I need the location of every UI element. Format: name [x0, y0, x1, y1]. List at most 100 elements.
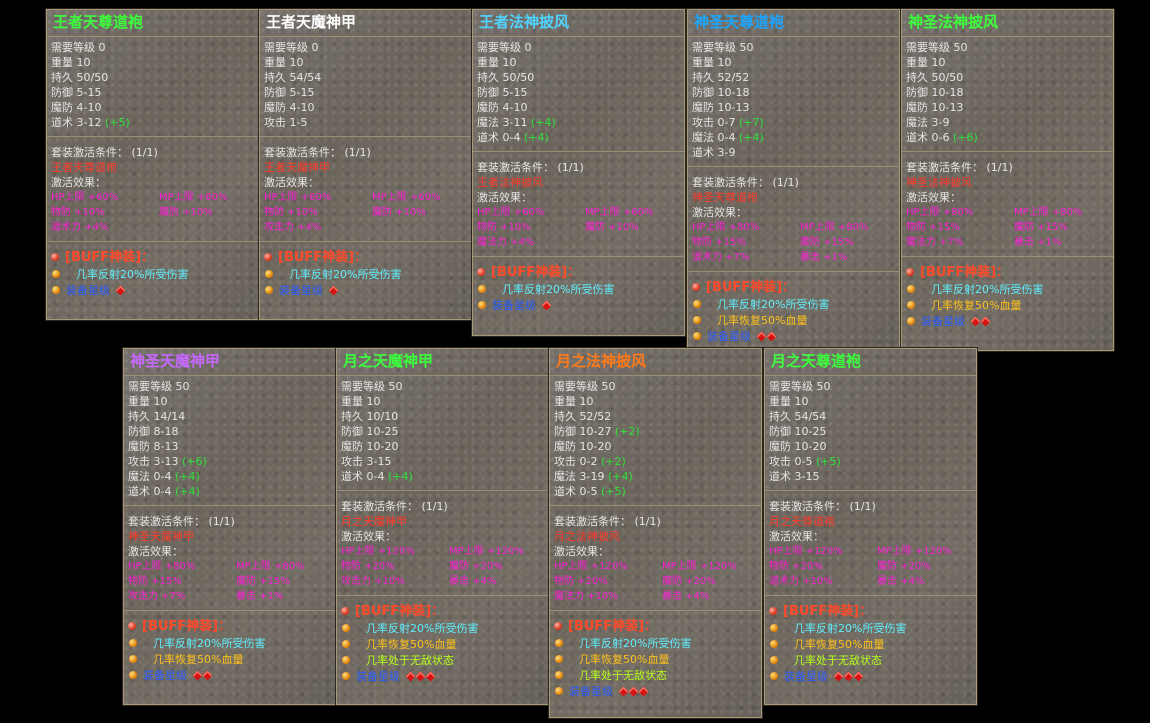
effect-grid: HP上限 +120% MP上限 +120% 物防 +20% 魔防 +20% 魔法力 +1… [554, 559, 757, 604]
set-section: 套装激活条件： (1/1) 王者天魔神甲 激活效果： HP上限 +60% MP上限 +6… [264, 143, 467, 235]
stat-text: 重量 10 [692, 56, 732, 69]
stat-text: 魔防 10-20 [554, 440, 612, 453]
stat-text: 重量 10 [769, 395, 809, 408]
star-rating [405, 670, 436, 685]
stat-text: 重量 10 [128, 395, 168, 408]
stat-line: 防御 5-15 [51, 85, 254, 100]
stat-text: 防御 8-18 [128, 425, 179, 438]
item-tooltip-card[interactable]: 王者天尊道袍 需要等级 0 重量 10 持久 50/50 防御 5-15 魔防 4-10 道… [45, 8, 260, 321]
item-stats: 需要等级 50 重量 10 持久 52/52 防御 10-27 (+2) 魔防 10-2… [554, 376, 757, 499]
set-condition-label: 套装激活条件： [692, 176, 769, 189]
buff-text: 几率恢复50%血量 [794, 638, 885, 651]
buff-title-text: [BUFF神装]： [142, 619, 232, 634]
buff-text: 几率反射20%所受伤害 [289, 268, 402, 281]
stat-bonus: (+6) [181, 455, 207, 468]
stat-text: 魔法 3-9 [906, 116, 950, 129]
item-tooltip-card[interactable]: 月之天魔神甲 需要等级 50 重量 10 持久 10/10 防御 10-25 魔防 10-… [335, 347, 550, 706]
item-tooltip-card[interactable]: 王者法神披风 需要等级 0 重量 10 持久 50/50 防御 5-15 魔防 4-10 魔… [471, 8, 686, 337]
bullet-icon [478, 301, 486, 309]
item-title: 王者天魔神甲 [260, 10, 471, 37]
buff-line: 几率反射20%所受伤害 [477, 282, 680, 298]
set-section: 套装激活条件： (1/1) 神圣天尊道袍 激活效果： HP上限 +80% MP上限 +8… [692, 173, 895, 265]
buff-section: [BUFF神装]： 几率反射20%所受伤害 装备星级 [51, 248, 254, 299]
stat-text: 魔法 0-4 [692, 131, 739, 144]
bullet-icon [478, 285, 486, 293]
bullet-icon [52, 286, 60, 294]
stat-line: 攻击 0-5 (+5) [769, 454, 972, 469]
item-title: 月之天尊道袍 [765, 349, 976, 376]
item-tooltip-card[interactable]: 月之天尊道袍 需要等级 50 重量 10 持久 54/54 防御 10-25 魔防 10-… [763, 347, 978, 706]
stat-text: 攻击 0-5 [769, 455, 816, 468]
buff-text: 几率恢复50%血量 [153, 653, 244, 666]
set-condition: 套装激活条件： (1/1) [51, 145, 254, 160]
item-tooltip-card[interactable]: 王者天魔神甲 需要等级 0 重量 10 持久 54/54 防御 5-15 魔防 4-10 攻… [258, 8, 473, 321]
stat-bonus: (+5) [815, 455, 841, 468]
effect-label: 激活效果： [341, 530, 396, 543]
set-effect: 物防 +15% [128, 576, 182, 587]
stat-line: 道术 0-4 (+4) [341, 469, 544, 484]
buff-title: [BUFF神装]： [477, 265, 680, 282]
effect-label: 激活效果： [477, 191, 532, 204]
set-effect: 魔法力 +7% [906, 237, 964, 248]
ruby-gem-icon [833, 671, 844, 681]
divider [337, 490, 548, 491]
stat-line: 持久 52/52 [692, 70, 895, 85]
stat-text: 需要等级 50 [692, 41, 754, 54]
stat-text: 重量 10 [264, 56, 304, 69]
buff-section: [BUFF神装]： 几率反射20%所受伤害 几率恢复50%血量 几率处于无敌状态 装备星… [769, 602, 972, 685]
buff-title-text: [BUFF神装]： [920, 265, 1010, 280]
set-count: (1/1) [341, 146, 371, 159]
stat-text: 重量 10 [554, 395, 594, 408]
set-effect: 魔防 +15% [1014, 222, 1068, 233]
stat-line: 需要等级 0 [264, 40, 467, 55]
stat-line: 道术 0-5 (+5) [554, 484, 757, 499]
buff-text: 几率处于无敌状态 [366, 654, 454, 667]
set-effect: 魔防 +20% [877, 561, 931, 572]
stat-line: 魔防 8-13 [128, 439, 331, 454]
buff-title: [BUFF神装]： [906, 265, 1109, 282]
divider [124, 505, 335, 506]
buff-line: 几率恢复50%血量 [554, 652, 757, 668]
set-effect: HP上限 +120% [554, 561, 628, 572]
stat-line: 攻击 3-15 [341, 454, 544, 469]
stat-text: 持久 50/50 [477, 71, 535, 84]
bullet-icon [342, 656, 350, 664]
stat-line: 道术 0-6 (+6) [906, 130, 1109, 145]
item-tooltip-card[interactable]: 神圣天尊道袍 需要等级 50 重量 10 持久 52/52 防御 10-18 魔防 10-… [686, 8, 901, 352]
set-section: 套装激活条件： (1/1) 王者法神披风 激活效果： HP上限 +60% MP上限 +6… [477, 158, 680, 250]
item-tooltip-card[interactable]: 神圣法神披风 需要等级 50 重量 10 持久 50/50 防御 10-18 魔防 10-… [900, 8, 1115, 352]
stat-text: 需要等级 50 [906, 41, 968, 54]
set-effect: HP上限 +60% [51, 192, 119, 203]
buff-text: 装备星级 [66, 284, 110, 297]
set-section: 套装激活条件： (1/1) 月之天尊道袍 激活效果： HP上限 +120% MP上限 +… [769, 497, 972, 589]
bullet-icon [555, 671, 563, 679]
bullet-icon [555, 639, 563, 647]
set-section: 套装激活条件： (1/1) 神圣天魔神甲 激活效果： HP上限 +80% MP上限 +8… [128, 512, 331, 604]
buff-title-text: [BUFF神装]： [706, 280, 796, 295]
set-condition-label: 套装激活条件： [906, 161, 983, 174]
buff-line: 装备星级 [769, 669, 972, 685]
stat-text: 持久 52/52 [554, 410, 612, 423]
stat-line: 魔法 0-4 (+4) [128, 469, 331, 484]
set-effect: 攻击力 +7% [128, 591, 186, 602]
set-effect: MP上限 +80% [236, 561, 305, 572]
stat-line: 魔防 10-20 [554, 439, 757, 454]
buff-title-text: [BUFF神装]： [568, 619, 658, 634]
set-effect: 暴击 +4% [449, 576, 497, 587]
set-effect: MP上限 +80% [1014, 207, 1083, 218]
set-effect: 魔防 +10% [585, 222, 639, 233]
bullet-icon [477, 267, 485, 276]
buff-line: 装备星级 [128, 668, 331, 684]
set-effect: MP上限 +120% [877, 546, 952, 557]
item-tooltip-card[interactable]: 神圣天魔神甲 需要等级 50 重量 10 持久 14/14 防御 8-18 魔防 8-13… [122, 347, 337, 706]
bullet-icon [769, 606, 777, 615]
star-rating [115, 284, 126, 299]
set-name: 神圣法神披风 [906, 176, 972, 189]
item-title: 神圣天魔神甲 [124, 349, 335, 376]
buff-line: 装备星级 [554, 684, 757, 700]
buff-text: 几率反射20%所受伤害 [366, 622, 479, 635]
set-condition: 套装激活条件： (1/1) [692, 175, 895, 190]
set-name: 月之天尊道袍 [769, 515, 835, 528]
stat-text: 道术 0-6 [906, 131, 953, 144]
item-tooltip-card[interactable]: 月之法神披风 需要等级 50 重量 10 持久 52/52 防御 10-27 (+2) 魔… [548, 347, 763, 719]
